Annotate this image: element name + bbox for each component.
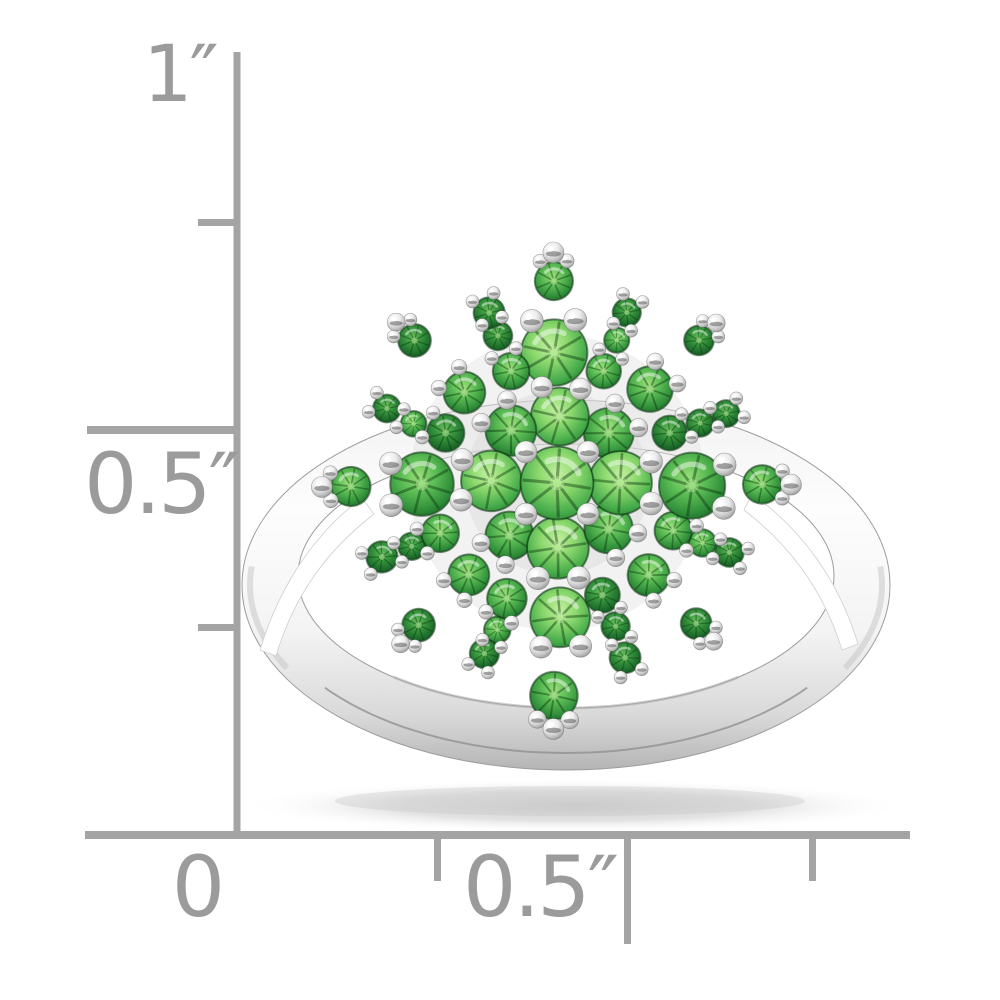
ruler-tick-v-075 bbox=[198, 219, 234, 226]
ruler-vertical-line bbox=[233, 52, 241, 839]
ruler-label-zero: 0 bbox=[172, 838, 222, 936]
ruler-tick-v-05 bbox=[87, 426, 234, 434]
gemstone-cluster bbox=[311, 241, 802, 740]
ruler-tick-h-025 bbox=[434, 831, 441, 881]
ruler-label-halfin-horizontal: 0.5″ bbox=[463, 838, 618, 936]
ruler-tick-h-05 bbox=[624, 831, 631, 944]
ruler-horizontal-line bbox=[85, 831, 910, 839]
ring-shadow bbox=[241, 779, 909, 833]
ruler-label-1in: 1″ bbox=[143, 30, 218, 120]
ruler-tick-h-075 bbox=[809, 831, 816, 881]
ruler-label-halfin-vertical: 0.5″ bbox=[84, 435, 239, 533]
ruler-tick-v-025 bbox=[198, 624, 234, 631]
inch-ruler: 1″ 0.5″ 0 0.5″ bbox=[84, 30, 910, 944]
